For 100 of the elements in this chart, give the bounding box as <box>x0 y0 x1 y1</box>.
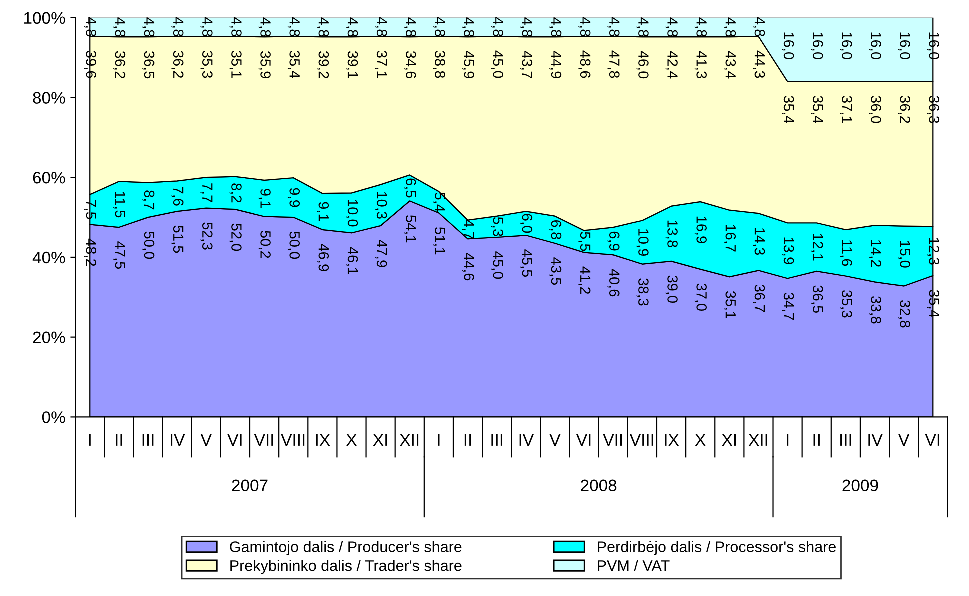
legend-label: Gamintojo dalis / Producer's share <box>230 541 462 556</box>
data-label: 35,9 <box>258 51 271 78</box>
data-label: 44,6 <box>462 253 474 281</box>
x-tick-label: IX <box>316 434 330 446</box>
data-label: 47,8 <box>608 50 620 78</box>
data-label: 39,0 <box>666 276 678 304</box>
data-label: 36,3 <box>928 96 940 124</box>
data-label: 9,9 <box>288 188 300 208</box>
data-label: 46,9 <box>317 244 330 272</box>
data-label: 4,7 <box>462 220 474 240</box>
data-label: 38,3 <box>636 278 649 306</box>
x-tick-label: III <box>840 434 852 446</box>
data-label: 33,8 <box>869 296 882 324</box>
x-tick-label: VI <box>925 434 940 446</box>
data-label: 37,1 <box>840 96 852 124</box>
data-label: 9,1 <box>258 189 271 208</box>
data-label: 4,8 <box>520 18 533 37</box>
data-label: 4,8 <box>317 18 330 37</box>
data-label: 44,9 <box>550 51 562 78</box>
data-label: 12,3 <box>928 238 940 265</box>
x-tick-label: III <box>142 434 154 446</box>
data-label: 35,1 <box>724 291 736 318</box>
text: 2008 <box>581 480 617 492</box>
data-label: 51,5 <box>172 226 184 254</box>
data-label: 4,8 <box>375 17 388 37</box>
data-label: 16,0 <box>840 32 852 60</box>
data-label: 4,8 <box>200 17 213 37</box>
x-tick-label: V <box>550 434 561 446</box>
data-label: 16,9 <box>694 216 707 244</box>
x-tick-label: VI <box>228 434 242 446</box>
data-label: 4,8 <box>404 18 416 37</box>
data-label: 36,2 <box>172 50 184 78</box>
x-tick-label: VI <box>576 434 591 446</box>
data-label: 4,8 <box>172 17 184 37</box>
data-label: 41,2 <box>578 266 591 294</box>
data-label: 35,4 <box>782 96 794 124</box>
data-label: 47,5 <box>114 242 126 270</box>
data-label: 4,8 <box>724 18 736 37</box>
data-label: 7,6 <box>172 186 184 206</box>
data-label: 35,4 <box>288 50 300 78</box>
data-label: 4,8 <box>346 18 358 37</box>
x-tick-label: IV <box>868 434 883 446</box>
data-label: 9,1 <box>317 202 330 222</box>
data-label: 4,8 <box>288 17 300 37</box>
data-label: 6,0 <box>520 214 533 234</box>
x-tick-label: I <box>89 434 91 446</box>
data-label: 44,3 <box>753 50 766 78</box>
data-label: 16,0 <box>869 32 882 60</box>
data-label: 12,1 <box>811 234 824 261</box>
x-tick-label: I <box>438 434 440 446</box>
data-label: 7,5 <box>84 200 96 220</box>
legend-label: Prekybininko dalis / Trader's share <box>230 560 462 574</box>
x-tick-label: V <box>898 434 910 446</box>
data-label: 4,8 <box>694 18 707 37</box>
data-label: 40,6 <box>608 269 620 297</box>
x-tick-label: V <box>200 434 212 446</box>
data-label: 13,8 <box>666 220 678 248</box>
data-label: 14,2 <box>869 240 882 267</box>
data-label: 36,7 <box>753 284 766 312</box>
data-label: 45,9 <box>462 51 474 78</box>
data-label: 35,3 <box>840 290 852 318</box>
data-label: 16,0 <box>811 32 824 60</box>
data-label: 4,8 <box>608 17 620 37</box>
data-label: 39,2 <box>317 51 330 78</box>
legend-label: PVM / VAT <box>598 560 670 572</box>
data-label: 43,4 <box>724 51 736 79</box>
y-tick-label: 80% <box>33 92 66 104</box>
data-label: 36,5 <box>142 51 155 79</box>
data-label: 45,0 <box>491 50 504 78</box>
data-label: 45,5 <box>520 250 532 278</box>
x-tick-label: II <box>116 434 122 446</box>
data-label: 46,0 <box>636 51 649 79</box>
x-tick-label: IV <box>170 434 186 446</box>
data-label: 10,0 <box>346 200 358 227</box>
data-label: 8,7 <box>142 190 155 210</box>
data-label: 42,4 <box>666 51 678 79</box>
y-tick-label: 100% <box>24 12 66 24</box>
data-label: 4,8 <box>114 18 126 37</box>
data-label: 48,6 <box>578 50 591 78</box>
y-tick-label: 60% <box>33 172 66 184</box>
data-label: 36,2 <box>898 96 910 124</box>
x-tick-label: XII <box>400 434 419 446</box>
data-label: 47,9 <box>375 240 388 268</box>
data-label: 10,3 <box>375 192 388 219</box>
x-tick-label: I <box>787 434 789 446</box>
data-label: 14,3 <box>753 228 766 256</box>
x-tick-label: XI <box>373 434 388 446</box>
y-tick-label: 20% <box>33 332 66 344</box>
data-label: 38,8 <box>433 50 446 78</box>
data-label: 13,9 <box>782 238 794 264</box>
data-label: 4,8 <box>636 18 649 37</box>
data-label: 35,1 <box>230 50 242 78</box>
data-label: 4,8 <box>258 18 271 37</box>
x-tick-label: II <box>814 434 820 446</box>
data-label: 16,7 <box>724 225 736 252</box>
data-label: 5,4 <box>433 192 446 212</box>
x-tick-label: III <box>492 434 503 446</box>
text: 2009 <box>842 480 878 492</box>
data-label: 39,6 <box>84 50 97 78</box>
data-label: 50,0 <box>288 232 300 260</box>
